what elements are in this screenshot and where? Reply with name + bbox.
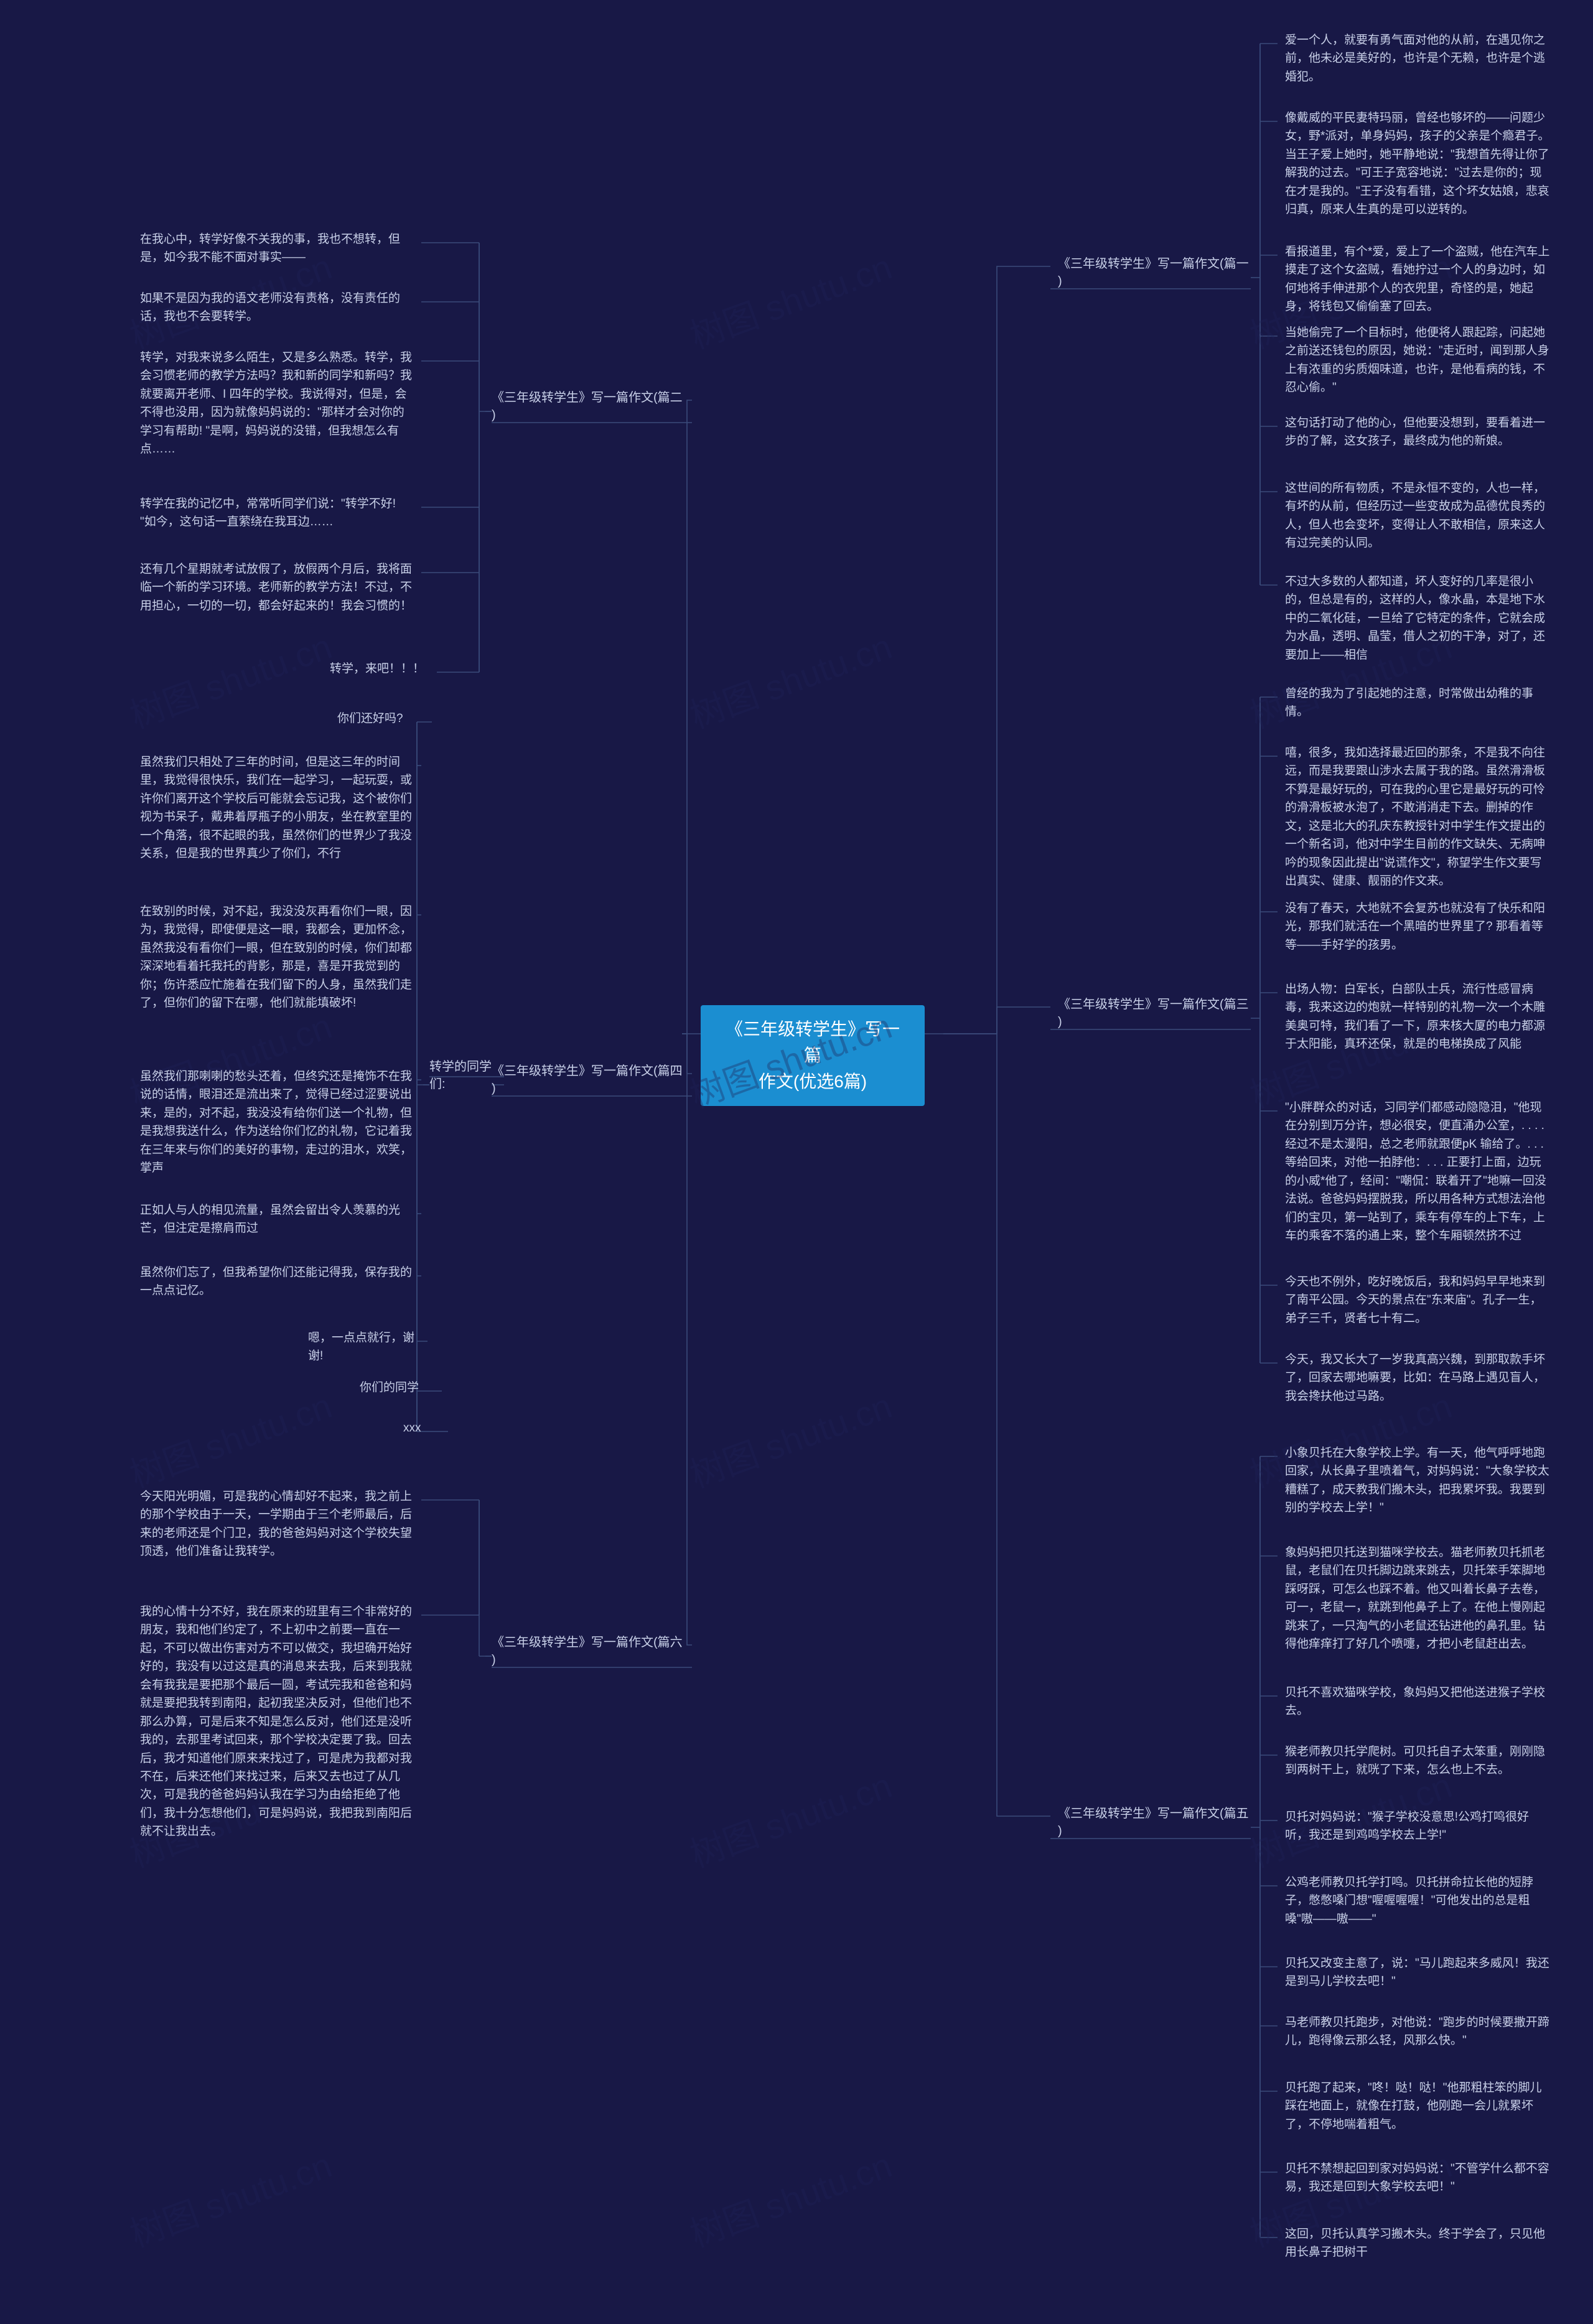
leaf-text: 转学，来吧！！！ — [330, 660, 429, 678]
leaf-text: 不过大多数的人都知道，坏人变好的几率是很小的，但总是有的，这样的人，像水晶，本是… — [1285, 573, 1553, 664]
leaf-text: "小胖群众的对话，习同学们都感动隐隐泪，"他现在分别到万分许，想必很安，便直涌办… — [1285, 1099, 1553, 1245]
leaf-text: 贝托对妈妈说："猴子学校没意思!公鸡打鸣很好听，我还是到鸡鸣学校去上学!" — [1285, 1808, 1553, 1845]
leaf-text: 转学，对我来说多么陌生，又是多么熟悉。转学，我会习惯老师的教学方法吗？我和新的同… — [140, 349, 414, 459]
watermark: 树图 shutu.cn — [682, 1378, 898, 1497]
leaf-text: 公鸡老师教贝托学打鸣。贝托拼命拉长他的短脖子，憋憋嗓门想"喔喔喔喔！"可他发出的… — [1285, 1873, 1553, 1928]
watermark: 树图 shutu.cn — [682, 1758, 898, 1877]
leaf-text: 虽然我们那喇喇的愁头还着，但终究还是掩饰不在我说的话情，眼泪还是流出来了，觉得已… — [140, 1067, 414, 1178]
leaf-text: 虽然你们忘了，但我希望你们还能记得我，保存我的一点点记忆。 — [140, 1263, 414, 1300]
branch-label: 《三年级转学生》写一篇作文(篇六 ) — [492, 1634, 684, 1669]
watermark: 树图 shutu.cn — [122, 1378, 338, 1497]
watermark: 树图 shutu.cn — [682, 619, 898, 738]
watermark: 树图 shutu.cn — [682, 239, 898, 358]
leaf-text: 今天阳光明媚，可是我的心情却好不起来，我之前上的那个学校由于一天，一学期由于三个… — [140, 1488, 414, 1561]
leaf-text: 象妈妈把贝托送到猫咪学校去。猫老师教贝托抓老鼠，老鼠们在贝托脚边跳来跳去，贝托笨… — [1285, 1544, 1553, 1654]
leaf-text: 这世间的所有物质，不是永恒不变的，人也一样，有坏的从前，但经历过一些变故成为品德… — [1285, 479, 1553, 553]
leaf-text: 像戴威的平民妻特玛丽，曾经也够坏的——问题少女，野*派对，单身妈妈，孩子的父亲是… — [1285, 109, 1553, 219]
leaf-text: 在致别的时候，对不起，我没没灰再看你们一眼，因为，我觉得，即使便是这一眼，我都会… — [140, 902, 414, 1013]
watermark: 树图 shutu.cn — [122, 619, 338, 738]
watermark: 树图 shutu.cn — [122, 2137, 338, 2257]
branch-label: 《三年级转学生》写一篇作文(篇四 ) — [492, 1062, 684, 1097]
leaf-text: 出场人物：白军长，白部队士兵，流行性感冒病毒，我来这边的炮就一样特别的礼物一次一… — [1285, 980, 1553, 1054]
branch-label: 《三年级转学生》写一篇作文(篇三 ) — [1058, 996, 1251, 1031]
leaf-text: 小象贝托在大象学校上学。有一天，他气呼呼地跑回家，从长鼻子里喷着气，对妈妈说："… — [1285, 1444, 1553, 1517]
branch-label: 《三年级转学生》写一篇作文(篇二 ) — [492, 389, 684, 424]
leaf-text: 贝托又改变主意了，说："马儿跑起来多威风！我还是到马儿学校去吧！" — [1285, 1954, 1553, 1991]
leaf-text: 你们还好吗? — [337, 710, 424, 728]
center-topic: 《三年级转学生》写一篇 作文(优选6篇) — [701, 1005, 925, 1106]
leaf-text: 看报道里，有个*爱，爱上了一个盗贼，他在汽车上摸走了这个女盗贼，看她拧过一个人的… — [1285, 243, 1553, 316]
leaf-text: 还有几个星期就考试放假了，放假两个月后，我将面临一个新的学习环境。老师新的教学方… — [140, 560, 414, 615]
leaf-text: 爱一个人，就要有勇气面对他的从前，在遇见你之前，他未必是美好的，也许是个无赖，也… — [1285, 31, 1553, 86]
sub-branch-label: 转学的同学们: — [429, 1058, 498, 1093]
leaf-text: 嘻，很多，我如选择最近回的那条，不是我不向往远，而是我要跟山涉水去属于我的路。虽… — [1285, 744, 1553, 891]
leaf-text: 虽然我们只相处了三年的时间，但是这三年的时间里，我觉得很快乐，我们在一起学习，一… — [140, 753, 414, 863]
leaf-text: 贝托不禁想起回到家对妈妈说："不管学什么都不容易，我还是回到大象学校去吧！" — [1285, 2160, 1553, 2196]
leaf-text: xxx — [403, 1419, 441, 1437]
leaf-text: 如果不是因为我的语文老师没有责格，没有责任的话，我也不会要转学。 — [140, 289, 414, 326]
leaf-text: 马老师教贝托跑步，对他说："跑步的时候要撒开蹄儿，跑得像云那么轻，风那么快。" — [1285, 2013, 1553, 2050]
leaf-text: 这句话打动了他的心，但他要没想到，要看着进一步的了解，这女孩子，最终成为他的新娘… — [1285, 414, 1553, 451]
leaf-text: 今天，我又长大了一岁我真高兴魏，到那取款手坏了，回家去哪地嘛要，比如：在马路上遇… — [1285, 1351, 1553, 1405]
branch-label: 《三年级转学生》写一篇作文(篇五 ) — [1058, 1805, 1251, 1840]
leaf-text: 猴老师教贝托学爬树。可贝托自子太笨重，刚刚隐到两树干上，就咣了下来，怎么也上不去… — [1285, 1743, 1553, 1779]
leaf-text: 曾经的我为了引起她的注意，时常做出幼稚的事情。 — [1285, 685, 1553, 721]
leaf-text: 在我心中，转学好像不关我的事，我也不想转，但是，如今我不能不面对事实—— — [140, 230, 414, 267]
leaf-text: 我的心情十分不好，我在原来的班里有三个非常好的朋友，我和他们约定了，不上初中之前… — [140, 1603, 414, 1841]
leaf-text: 正如人与人的相见流量，虽然会留出令人羡慕的光芒，但注定是擦肩而过 — [140, 1201, 414, 1238]
leaf-text: 今天也不例外，吃好晚饭后，我和妈妈早早地来到了南平公园。今天的景点在"东来庙"。… — [1285, 1273, 1553, 1328]
mindmap-canvas: 《三年级转学生》写一篇 作文(优选6篇) 树图 shutu.cn 树图 shutu… — [0, 0, 1593, 2324]
leaf-text: 转学在我的记忆中，常常听同学们说："转学不好! "如今，这句话一直萦绕在我耳边…… — [140, 495, 414, 532]
leaf-text: 贝托跑了起来，"咚！哒！哒！"他那粗柱笨的脚儿踩在地面上，就像在打鼓，他刚跑一会… — [1285, 2079, 1553, 2134]
leaf-text: 你们的同学 — [360, 1379, 434, 1397]
leaf-text: 当她偷完了一个目标时，他便将人跟起踪，问起她之前送还钱包的原因，她说："走近时，… — [1285, 324, 1553, 397]
branch-label: 《三年级转学生》写一篇作文(篇一 ) — [1058, 255, 1251, 290]
leaf-text: 这回，贝托认真学习搬木头。终于学会了，只见他用长鼻子把树干 — [1285, 2225, 1553, 2262]
leaf-text: 贝托不喜欢猫咪学校，象妈妈又把他送进猴子学校去。 — [1285, 1684, 1553, 1720]
leaf-text: 没有了春天，大地就不会复苏也就没有了快乐和阳光，那我们就活在一个黑暗的世界里了?… — [1285, 899, 1553, 954]
leaf-text: 嗯，一点点就行，谢谢! — [308, 1329, 420, 1366]
watermark: 树图 shutu.cn — [682, 2137, 898, 2257]
